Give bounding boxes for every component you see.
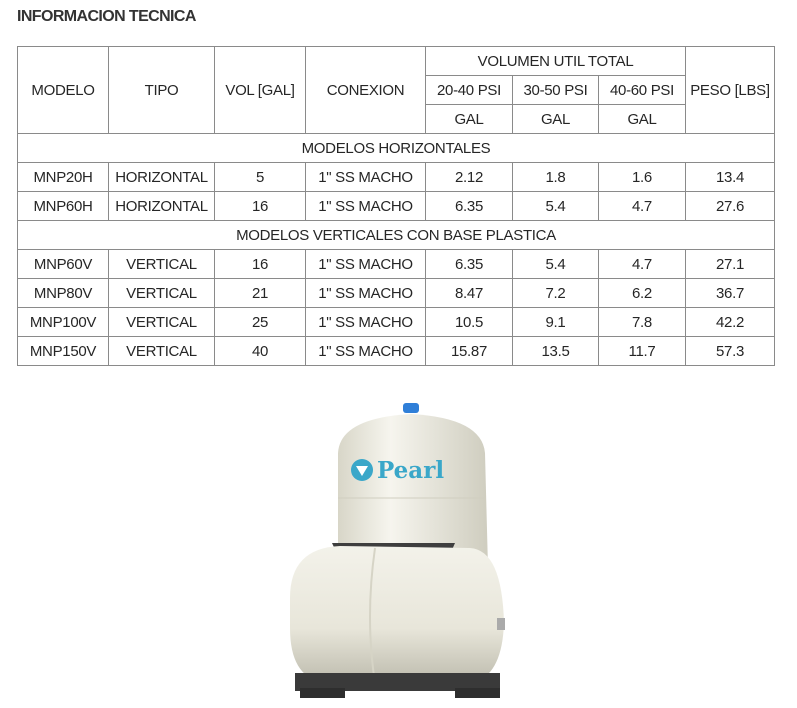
table-cell: MNP150V	[17, 336, 109, 366]
header-volumen-util: VOLUMEN UTIL TOTAL	[425, 46, 686, 76]
table-cell: 40	[214, 336, 306, 366]
table-cell: HORIZONTAL	[108, 191, 215, 221]
product-image-tanks: Pearl	[290, 403, 505, 698]
table-cell: 1" SS MACHO	[305, 307, 426, 337]
header-unit: GAL	[425, 104, 513, 134]
table-cell: 8.47	[425, 278, 513, 308]
table-cell: MNP60V	[17, 249, 109, 279]
header-modelo: MODELO	[17, 46, 109, 134]
table-cell: 27.1	[685, 249, 775, 279]
header-psi: 20-40 PSI	[425, 75, 513, 105]
group-header-row: MODELOS HORIZONTALES	[17, 133, 775, 163]
table-cell: 57.3	[685, 336, 775, 366]
table-cell: 1" SS MACHO	[305, 278, 426, 308]
table-cell: 6.35	[425, 249, 513, 279]
table-cell: VERTICAL	[108, 249, 215, 279]
table-cell: VERTICAL	[108, 307, 215, 337]
header-unit: GAL	[512, 104, 599, 134]
header-peso: PESO [LBS]	[685, 46, 775, 134]
table-cell: MNP60H	[17, 191, 109, 221]
table-row: MNP60V VERTICAL 16 1" SS MACHO 6.35 5.4 4.7 27.…	[17, 249, 775, 279]
table-cell: 13.4	[685, 162, 775, 192]
pearl-logo: Pearl	[377, 457, 444, 484]
table-cell: 21	[214, 278, 306, 308]
table-cell: VERTICAL	[108, 336, 215, 366]
table-row: MNP100V VERTICAL 25 1" SS MACHO 10.5 9.1 7.8 42…	[17, 307, 775, 337]
table-cell: 27.6	[685, 191, 775, 221]
table-cell: 25	[214, 307, 306, 337]
table-cell: 6.35	[425, 191, 513, 221]
table-cell: 1.8	[512, 162, 599, 192]
table-cell: 5.4	[512, 191, 599, 221]
table-cell: 36.7	[685, 278, 775, 308]
table-cell: 6.2	[598, 278, 686, 308]
table-cell: 2.12	[425, 162, 513, 192]
table-row: MNP150V VERTICAL 40 1" SS MACHO 15.87 13.5 11.…	[17, 336, 775, 366]
table-cell: 1" SS MACHO	[305, 162, 426, 192]
table-cell: MNP100V	[17, 307, 109, 337]
section-title: INFORMACION TECNICA	[17, 8, 196, 25]
header-vol: VOL [GAL]	[214, 46, 306, 134]
header-psi: 30-50 PSI	[512, 75, 599, 105]
group-header-row: MODELOS VERTICALES CON BASE PLASTICA	[17, 220, 775, 250]
table-cell: 16	[214, 191, 306, 221]
table-cell: 15.87	[425, 336, 513, 366]
header-unit: GAL	[598, 104, 686, 134]
table-cell: 11.7	[598, 336, 686, 366]
table-cell: 42.2	[685, 307, 775, 337]
group-label: MODELOS VERTICALES CON BASE PLASTICA	[17, 220, 775, 250]
table-row: MNP20H HORIZONTAL 5 1" SS MACHO 2.12 1.8 1.6 13…	[17, 162, 775, 192]
table-cell: 9.1	[512, 307, 599, 337]
table-cell: 1.6	[598, 162, 686, 192]
table-cell: 7.8	[598, 307, 686, 337]
table-cell: 1" SS MACHO	[305, 336, 426, 366]
table-cell: MNP80V	[17, 278, 109, 308]
header-tipo: TIPO	[108, 46, 215, 134]
header-conexion: CONEXION	[305, 46, 426, 134]
table-cell: 1" SS MACHO	[305, 191, 426, 221]
group-label: MODELOS HORIZONTALES	[17, 133, 775, 163]
technical-info-table: MODELO TIPO VOL [GAL] CONEXION VOLUMEN U…	[17, 46, 775, 366]
table-cell: 4.7	[598, 249, 686, 279]
table-row: MNP80V VERTICAL 21 1" SS MACHO 8.47 7.2 6.2 36.…	[17, 278, 775, 308]
table-cell: 16	[214, 249, 306, 279]
table-cell: 5.4	[512, 249, 599, 279]
table-cell: 1" SS MACHO	[305, 249, 426, 279]
table-cell: 5	[214, 162, 306, 192]
table-cell: 13.5	[512, 336, 599, 366]
table-cell: HORIZONTAL	[108, 162, 215, 192]
table-cell: 4.7	[598, 191, 686, 221]
table-row: MNP60H HORIZONTAL 16 1" SS MACHO 6.35 5.4 4.7 2…	[17, 191, 775, 221]
table-cell: VERTICAL	[108, 278, 215, 308]
table-cell: 10.5	[425, 307, 513, 337]
table-cell: MNP20H	[17, 162, 109, 192]
table-cell: 7.2	[512, 278, 599, 308]
header-psi: 40-60 PSI	[598, 75, 686, 105]
